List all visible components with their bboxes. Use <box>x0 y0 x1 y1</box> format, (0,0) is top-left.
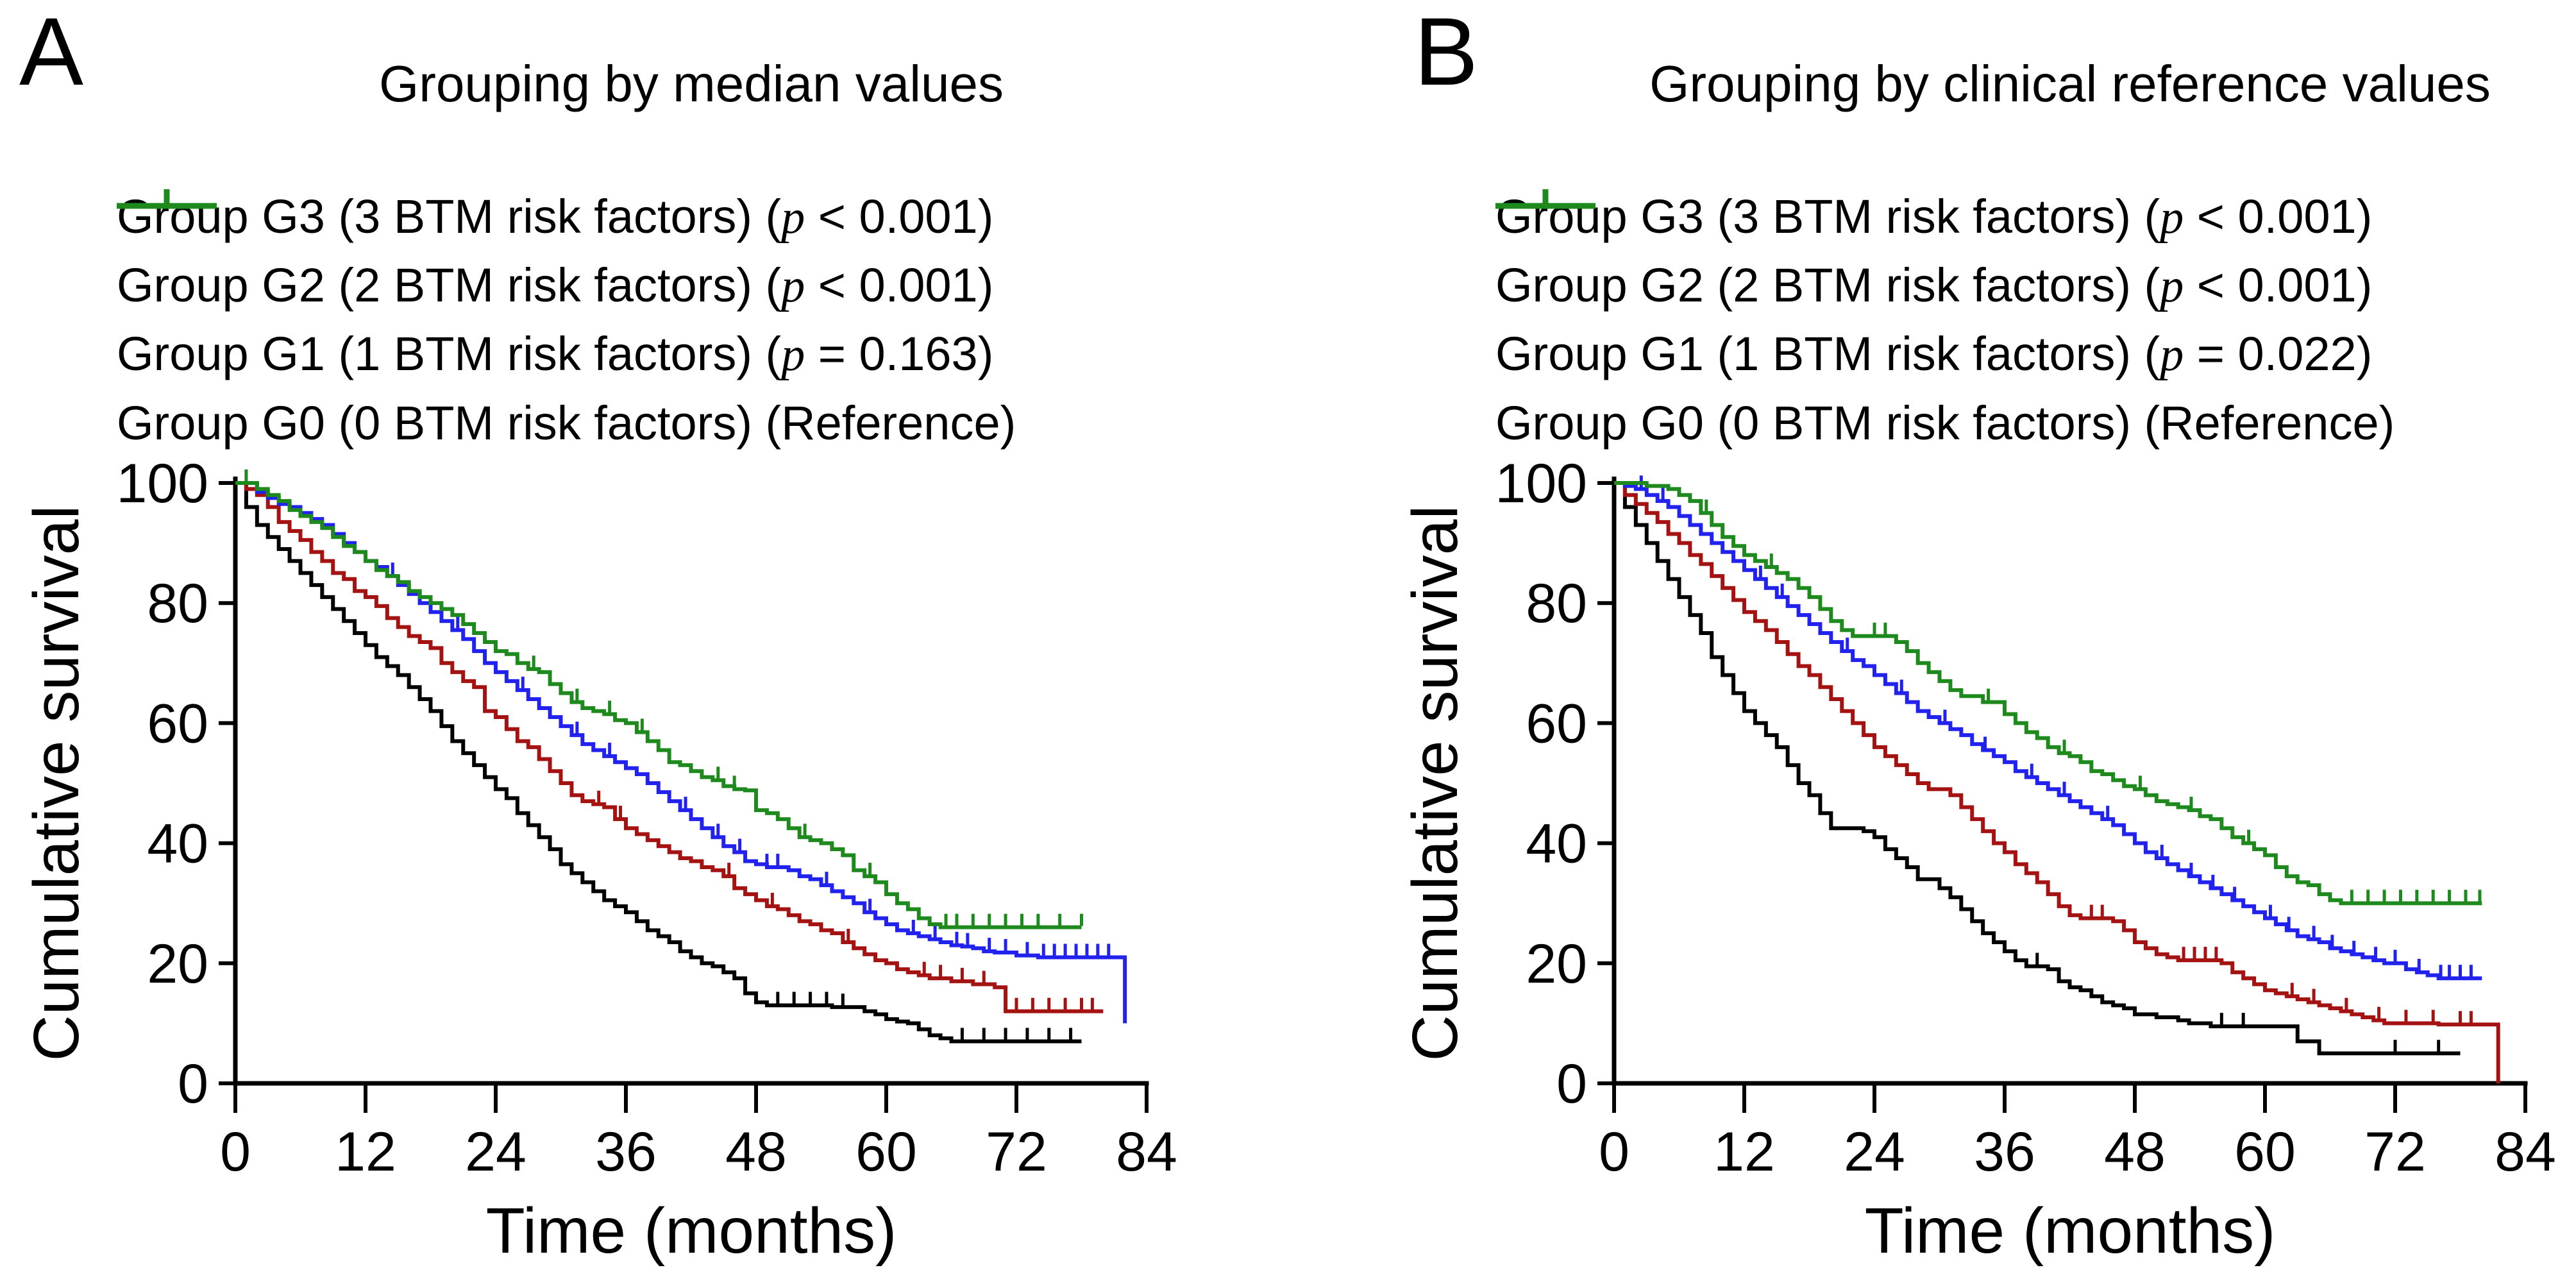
x-tick-label: 0 <box>1599 1121 1629 1183</box>
y-tick-label: 100 <box>117 453 209 514</box>
legend-label: Group G2 (2 BTM risk factors) (p < 0.001… <box>117 258 994 312</box>
legend-row-g0: Group G0 (0 BTM risk factors) (Reference… <box>117 189 1016 457</box>
x-tick-label: 72 <box>2364 1121 2426 1183</box>
x-tick-label: 72 <box>986 1121 1047 1183</box>
y-tick-label: 40 <box>1526 813 1587 875</box>
panel-a-legend: Group G3 (3 BTM risk factors) (p < 0.001… <box>117 183 1016 457</box>
x-tick-label: 60 <box>2234 1121 2296 1183</box>
legend-row-g0: Group G0 (0 BTM risk factors) (Reference… <box>1495 189 2395 457</box>
panel-b-xlabel: Time (months) <box>1864 1195 2276 1267</box>
survival-curve-group-g1-1-btm-risk-factors- <box>1614 481 2482 981</box>
legend-line-swatch <box>117 189 217 209</box>
survival-curve-group-g2-2-btm-risk-factors- <box>1614 481 2500 1083</box>
panel-b-legend: Group G3 (3 BTM risk factors) (p < 0.001… <box>1495 183 2395 457</box>
x-tick-label: 60 <box>855 1121 917 1183</box>
survival-curve-group-g3-3-btm-risk-factors- <box>1614 481 2461 1056</box>
panel-b-letter: B <box>1414 0 1479 105</box>
x-tick-label: 84 <box>1116 1121 1177 1183</box>
y-tick-label: 100 <box>1495 453 1588 514</box>
x-tick-label: 36 <box>595 1121 657 1183</box>
y-tick-label: 40 <box>147 813 208 875</box>
panel-a-title: Grouping by median values <box>379 55 1004 112</box>
panel-b-plot: 0 20 40 60 80 100 0 12 24 36 48 60 72 84 <box>1495 453 2556 1183</box>
legend-label: Group G3 (3 BTM risk factors) (p < 0.001… <box>1495 190 2373 244</box>
survival-curve-group-g0-0-btm-risk-factors- <box>1614 481 2482 906</box>
legend-line-swatch <box>1495 189 1595 209</box>
panel-a-letter: A <box>19 0 84 105</box>
legend-label: Group G0 (0 BTM risk factors) (Reference… <box>1495 396 2395 450</box>
survival-curve-group-g3-3-btm-risk-factors- <box>235 481 1082 1044</box>
panel-a-xlabel: Time (months) <box>485 1195 897 1267</box>
legend-row-g3: Group G3 (3 BTM risk factors) (p < 0.001… <box>117 183 1016 251</box>
x-tick-label: 12 <box>1713 1121 1775 1183</box>
x-tick-label: 0 <box>220 1121 251 1183</box>
x-tick-label: 24 <box>1844 1121 1905 1183</box>
legend-row-g2: Group G2 (2 BTM risk factors) (p < 0.001… <box>1495 189 2395 320</box>
x-tick-label: 48 <box>725 1121 787 1183</box>
x-tick-label: 24 <box>465 1121 526 1183</box>
x-tick-label: 36 <box>1974 1121 2035 1183</box>
legend-label: Group G0 (0 BTM risk factors) (Reference… <box>117 396 1016 450</box>
y-tick-label: 60 <box>1526 693 1587 754</box>
panel-b-title: Grouping by clinical reference values <box>1649 55 2491 112</box>
survival-curve-group-g0-0-btm-risk-factors- <box>235 481 1082 929</box>
x-tick-label: 12 <box>335 1121 396 1183</box>
x-tick-label: 48 <box>2104 1121 2166 1183</box>
legend-row-g3: Group G3 (3 BTM risk factors) (p < 0.001… <box>1495 183 2395 251</box>
y-tick-label: 80 <box>147 573 208 634</box>
y-tick-label: 20 <box>1526 933 1587 995</box>
y-tick-label: 20 <box>147 933 208 995</box>
legend-label: Group G3 (3 BTM risk factors) (p < 0.001… <box>117 190 994 244</box>
legend-label: Group G2 (2 BTM risk factors) (p < 0.001… <box>1495 258 2373 312</box>
legend-row-g1: Group G1 (1 BTM risk factors) (p = 0.163… <box>117 189 1016 389</box>
legend-label: Group G1 (1 BTM risk factors) (p = 0.163… <box>117 327 994 381</box>
y-tick-label: 80 <box>1526 573 1587 634</box>
y-tick-label: 0 <box>1556 1053 1587 1115</box>
legend-label: Group G1 (1 BTM risk factors) (p = 0.022… <box>1495 327 2373 381</box>
x-tick-label: 84 <box>2495 1121 2556 1183</box>
y-tick-label: 60 <box>147 693 208 754</box>
panel-a-plot: 0 20 40 60 80 100 0 12 24 36 48 60 72 84 <box>117 453 1177 1183</box>
y-tick-label: 0 <box>178 1053 208 1115</box>
legend-row-g1: Group G1 (1 BTM risk factors) (p = 0.022… <box>1495 189 2395 389</box>
survival-curve-group-g2-2-btm-risk-factors- <box>235 481 1104 1013</box>
